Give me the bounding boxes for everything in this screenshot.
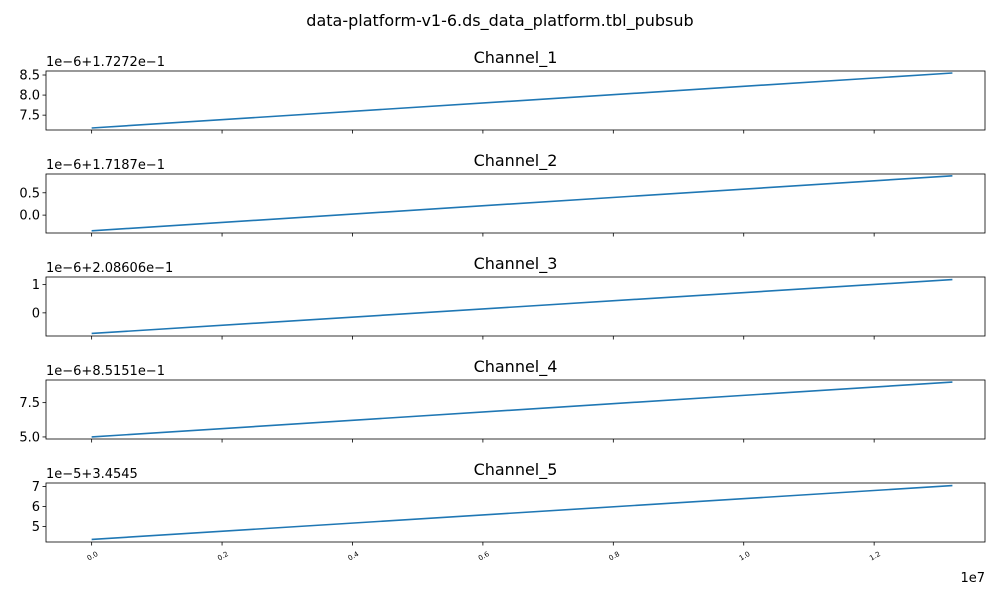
axes-frame <box>45 482 986 543</box>
subplot-title: Channel_5 <box>474 460 558 480</box>
y-offset-label: 1e−6+1.7272e−1 <box>46 55 165 70</box>
subplot-4: Channel_4 1e−6+8.5151e−1 5.0 7.5 <box>19 357 986 445</box>
x-scale-label: 1e7 <box>960 571 985 586</box>
series-line <box>91 484 953 541</box>
y-tick-label: 7.5 <box>19 396 40 411</box>
axes-frame <box>45 276 986 337</box>
series-line <box>91 278 953 335</box>
y-offset-label: 1e−6+8.5151e−1 <box>46 364 165 379</box>
subplot-2: Channel_2 1e−6+1.7187e−1 0.0 0.5 <box>19 151 986 237</box>
subplot-title: Channel_2 <box>474 151 558 171</box>
subplot-3: Channel_3 1e−6+2.08606e−1 0 1 <box>32 254 986 340</box>
y-offset-label: 1e−5+3.4545 <box>46 467 138 482</box>
x-tick-label: 0.8 <box>607 550 621 562</box>
y-tick-label: 0.0 <box>19 209 40 224</box>
axes-frame <box>45 379 986 440</box>
y-offset-label: 1e−6+1.7187e−1 <box>46 158 165 173</box>
series-line <box>91 381 953 438</box>
subplot-1: Channel_1 1e−6+1.7272e−1 7.5 8.0 8.5 <box>19 48 986 134</box>
axes-frame <box>45 173 986 234</box>
y-tick-label: 7.5 <box>19 109 40 124</box>
y-offset-label: 1e−6+2.08606e−1 <box>46 261 173 276</box>
y-tick-label: 5 <box>32 520 40 535</box>
y-tick-label: 5.0 <box>19 430 40 445</box>
x-tick-label: 0.6 <box>477 550 491 563</box>
series-line <box>91 174 953 232</box>
y-tick-label: 8.0 <box>19 89 40 104</box>
x-tick-label: 1.0 <box>738 550 752 562</box>
y-tick-label: 0 <box>32 306 40 321</box>
y-tick-label: 8.5 <box>19 69 40 84</box>
figure-title: data-platform-v1-6.ds_data_platform.tbl_… <box>306 11 693 31</box>
subplot-title: Channel_3 <box>474 254 558 274</box>
axes-frame <box>45 70 986 131</box>
x-tick-label: 0.0 <box>86 550 100 562</box>
y-tick-label: 0.5 <box>19 186 40 201</box>
subplot-title: Channel_4 <box>474 357 558 377</box>
y-tick-label: 1 <box>32 278 40 293</box>
subplot-5: Channel_5 1e−5+3.4545 5 6 7 0.0 0.2 0.4 0.6 0.8 1.… <box>32 460 986 586</box>
x-tick-label: 0.4 <box>347 550 361 563</box>
x-tick-label: 1.2 <box>868 550 882 562</box>
subplot-title: Channel_1 <box>474 48 558 68</box>
y-tick-label: 6 <box>32 500 40 515</box>
x-tick-label: 0.2 <box>216 550 230 562</box>
series-line <box>91 72 953 129</box>
y-tick-label: 7 <box>32 480 40 495</box>
